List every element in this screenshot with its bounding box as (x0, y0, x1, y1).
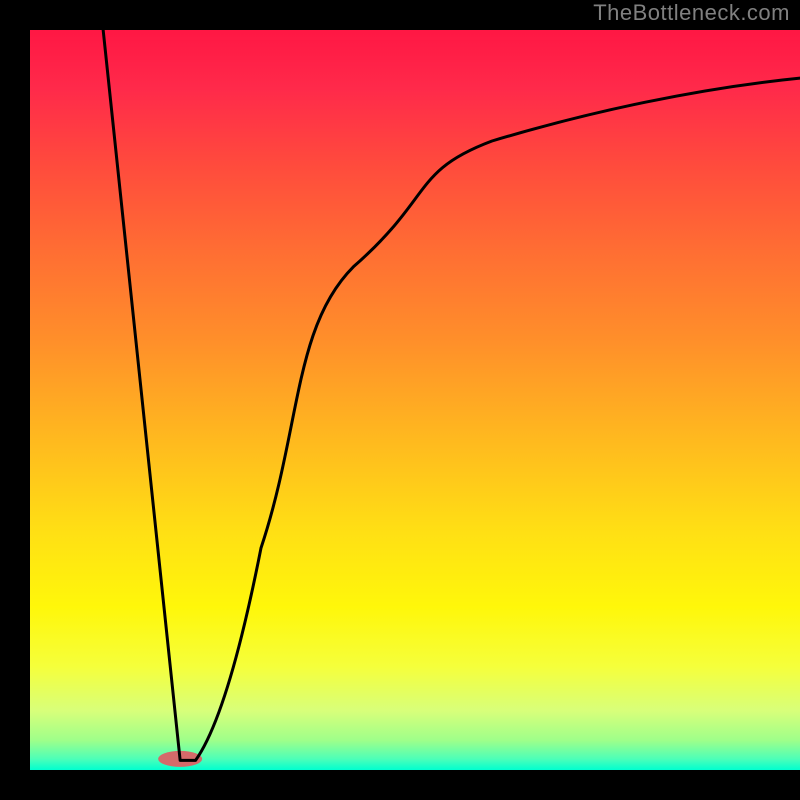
watermark-label: TheBottleneck.com (593, 0, 790, 26)
chart-plot (0, 0, 800, 800)
gradient-background (30, 30, 800, 770)
bottleneck-chart: TheBottleneck.com (0, 0, 800, 800)
